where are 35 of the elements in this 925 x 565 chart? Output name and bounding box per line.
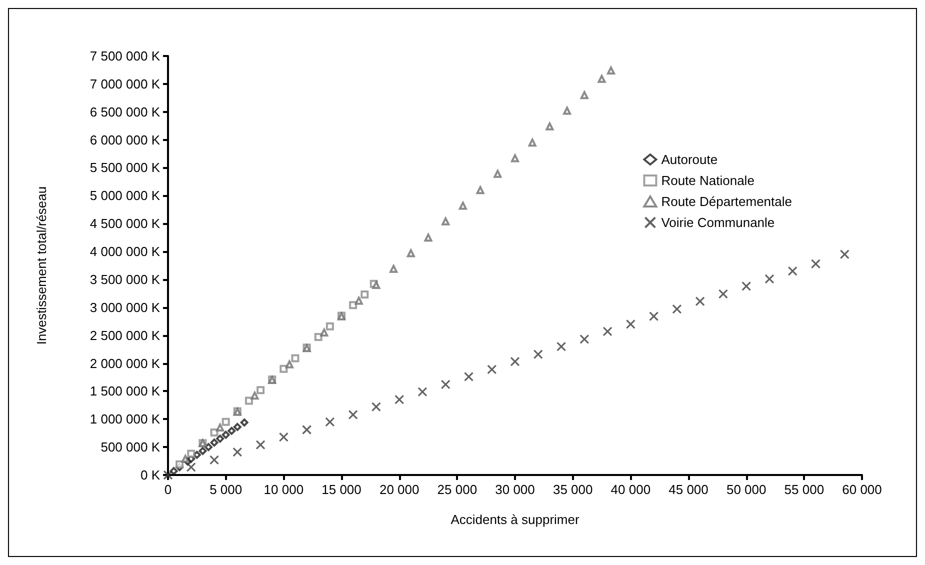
y-tick-label: 7 500 000 K (90, 48, 160, 64)
x-tick-label: 10 000 (264, 482, 304, 497)
y-tick-label: 2 000 000 K (90, 356, 160, 371)
y-tick-label: 4 000 000 K (90, 244, 160, 260)
y-tick-label: 7 000 000 K (90, 76, 160, 92)
y-tick-label: 500 000 K (100, 440, 160, 455)
x-tick-label: 5 000 (210, 482, 242, 497)
y-tick-label: 5 500 000 K (90, 160, 160, 176)
x-tick-label: 25 000 (437, 482, 478, 497)
x-tick-label: 30 000 (495, 482, 535, 497)
x-tick-label: 50 000 (726, 482, 766, 497)
x-tick-label: 20 000 (379, 482, 420, 497)
x-tick-label: 35 000 (552, 482, 593, 497)
y-tick-label: 5 000 000 K (90, 188, 160, 204)
legend-label: Route Nationale (661, 173, 754, 188)
y-tick-label: 2 500 000 K (90, 328, 160, 343)
y-tick-label: 3 500 000 K (90, 272, 160, 287)
y-tick-label: 1 500 000 K (90, 384, 160, 399)
x-tick-label: 15 000 (322, 482, 362, 497)
x-axis-title: Accidents à supprimer (450, 512, 580, 527)
legend-label: Voirie Communanle (661, 215, 775, 230)
x-tick-label: 45 000 (668, 482, 708, 497)
x-tick-label: 55 000 (784, 482, 824, 497)
legend-label: Route Départementale (661, 194, 792, 209)
legend-label: Autoroute (661, 152, 718, 167)
x-tick-label: 0 (164, 482, 172, 497)
y-tick-label: 0 K (140, 468, 160, 482)
y-tick-label: 6 500 000 K (90, 104, 160, 120)
x-tick-label: 60 000 (842, 482, 882, 497)
y-tick-label: 3 000 000 K (90, 300, 160, 315)
y-axis-title: Investissement total/réseau (34, 186, 49, 345)
y-tick-label: 6 000 000 K (90, 132, 160, 148)
x-tick-label: 40 000 (610, 482, 651, 497)
y-tick-label: 4 500 000 K (90, 216, 160, 232)
y-tick-label: 1 000 000 K (90, 412, 160, 427)
